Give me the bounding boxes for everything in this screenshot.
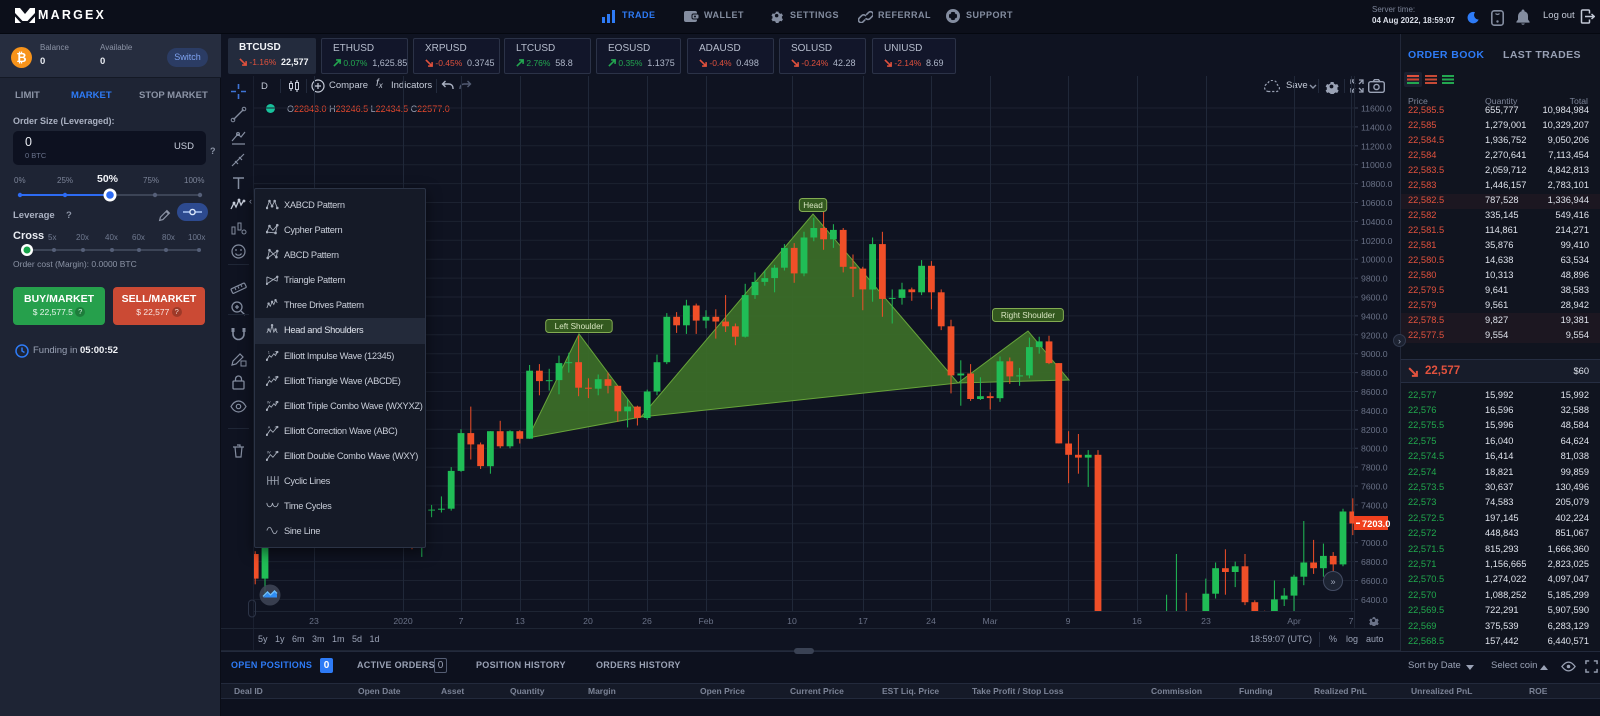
svg-text:7203.0: 7203.0 [1362, 519, 1390, 529]
svg-text:A: A [268, 374, 271, 379]
svg-text:6600.0: 6600.0 [1361, 576, 1388, 586]
svg-text:7: 7 [459, 616, 464, 626]
svg-text:6800.0: 6800.0 [1361, 557, 1388, 567]
svg-text:20: 20 [583, 616, 593, 626]
svg-text:Head: Head [803, 201, 823, 210]
svg-text:10400.0: 10400.0 [1361, 217, 1393, 227]
svg-text:9: 9 [1066, 616, 1071, 626]
svg-text:11200.0: 11200.0 [1361, 141, 1392, 151]
svg-text:₿: ₿ [16, 51, 26, 65]
svg-text:10600.0: 10600.0 [1361, 198, 1393, 208]
svg-text:7000.0: 7000.0 [1361, 538, 1388, 548]
svg-text:11000.0: 11000.0 [1361, 160, 1392, 170]
svg-text:24: 24 [926, 616, 936, 626]
svg-text:Left Shoulder: Left Shoulder [555, 322, 604, 331]
svg-text:11600.0: 11600.0 [1361, 104, 1392, 114]
svg-text:W: W [267, 449, 271, 454]
svg-text:17: 17 [858, 616, 868, 626]
svg-text:10000.0: 10000.0 [1361, 255, 1393, 265]
svg-text:16: 16 [1132, 616, 1142, 626]
svg-text:8600.0: 8600.0 [1361, 387, 1388, 397]
svg-text:W: W [267, 399, 271, 404]
svg-text:2020: 2020 [393, 616, 412, 626]
svg-text:Feb: Feb [699, 616, 714, 626]
svg-text:7400.0: 7400.0 [1361, 500, 1388, 510]
svg-text:Apr: Apr [1287, 616, 1301, 626]
svg-text:7800.0: 7800.0 [1361, 463, 1388, 473]
svg-text:1: 1 [268, 349, 270, 354]
svg-text:9000.0: 9000.0 [1361, 349, 1388, 359]
svg-text:»: » [1330, 577, 1335, 587]
svg-text:26: 26 [642, 616, 652, 626]
svg-text:10800.0: 10800.0 [1361, 179, 1393, 189]
svg-text:9200.0: 9200.0 [1361, 330, 1388, 340]
svg-text:7600.0: 7600.0 [1361, 482, 1388, 492]
svg-text:7: 7 [1349, 616, 1354, 626]
svg-text:8400.0: 8400.0 [1361, 406, 1388, 416]
svg-text:9600.0: 9600.0 [1361, 293, 1388, 303]
svg-text:10: 10 [787, 616, 797, 626]
svg-text:Mar: Mar [983, 616, 998, 626]
svg-text:8000.0: 8000.0 [1361, 444, 1388, 454]
svg-text:5: 5 [275, 349, 277, 354]
svg-text:9800.0: 9800.0 [1361, 274, 1388, 284]
svg-text:6400.0: 6400.0 [1361, 595, 1388, 605]
svg-text:10200.0: 10200.0 [1361, 236, 1393, 246]
svg-text:9400.0: 9400.0 [1361, 311, 1388, 321]
svg-text:23: 23 [1201, 616, 1211, 626]
svg-text:8200.0: 8200.0 [1361, 425, 1388, 435]
svg-text:23: 23 [309, 616, 319, 626]
svg-text:Right Shoulder: Right Shoulder [1001, 311, 1055, 320]
svg-text:13: 13 [515, 616, 525, 626]
svg-text:8800.0: 8800.0 [1361, 368, 1388, 378]
svg-text:11400.0: 11400.0 [1361, 122, 1392, 132]
svg-text:A: A [268, 424, 271, 429]
